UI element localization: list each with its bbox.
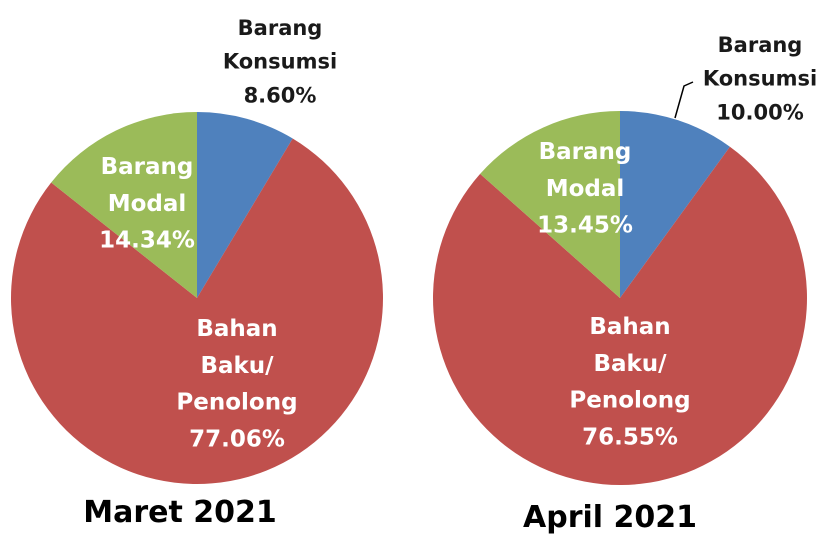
- pie-slice: [620, 111, 730, 298]
- slice-value-label: 10.00%: [716, 100, 803, 124]
- slice-value-label: 13.45%: [537, 213, 633, 239]
- slice-value-label: 8.60%: [244, 83, 317, 107]
- chart-title: Maret 2021: [83, 495, 277, 530]
- pie-slice: [51, 112, 198, 298]
- pie-slice: [197, 112, 293, 298]
- pie-slice: [433, 146, 808, 486]
- slice-label: Bahan Baku/Penolong: [176, 316, 297, 416]
- leader-line: [674, 81, 694, 119]
- slice-label: Barang Konsumsi: [223, 16, 337, 74]
- slice-label: Barang Modal: [539, 139, 632, 202]
- slice-label: Bahan Baku/Penolong: [569, 314, 690, 414]
- slice-value-label: 14.34%: [99, 228, 195, 254]
- slice-label: Barang Modal: [101, 154, 194, 217]
- pie-slice: [11, 138, 384, 484]
- pie-slice: [480, 111, 620, 298]
- slice-label: Barang Konsumsi: [703, 33, 817, 91]
- slice-value-label: 77.06%: [189, 426, 285, 452]
- chart-title: April 2021: [523, 500, 697, 535]
- slice-value-label: 76.55%: [582, 424, 678, 450]
